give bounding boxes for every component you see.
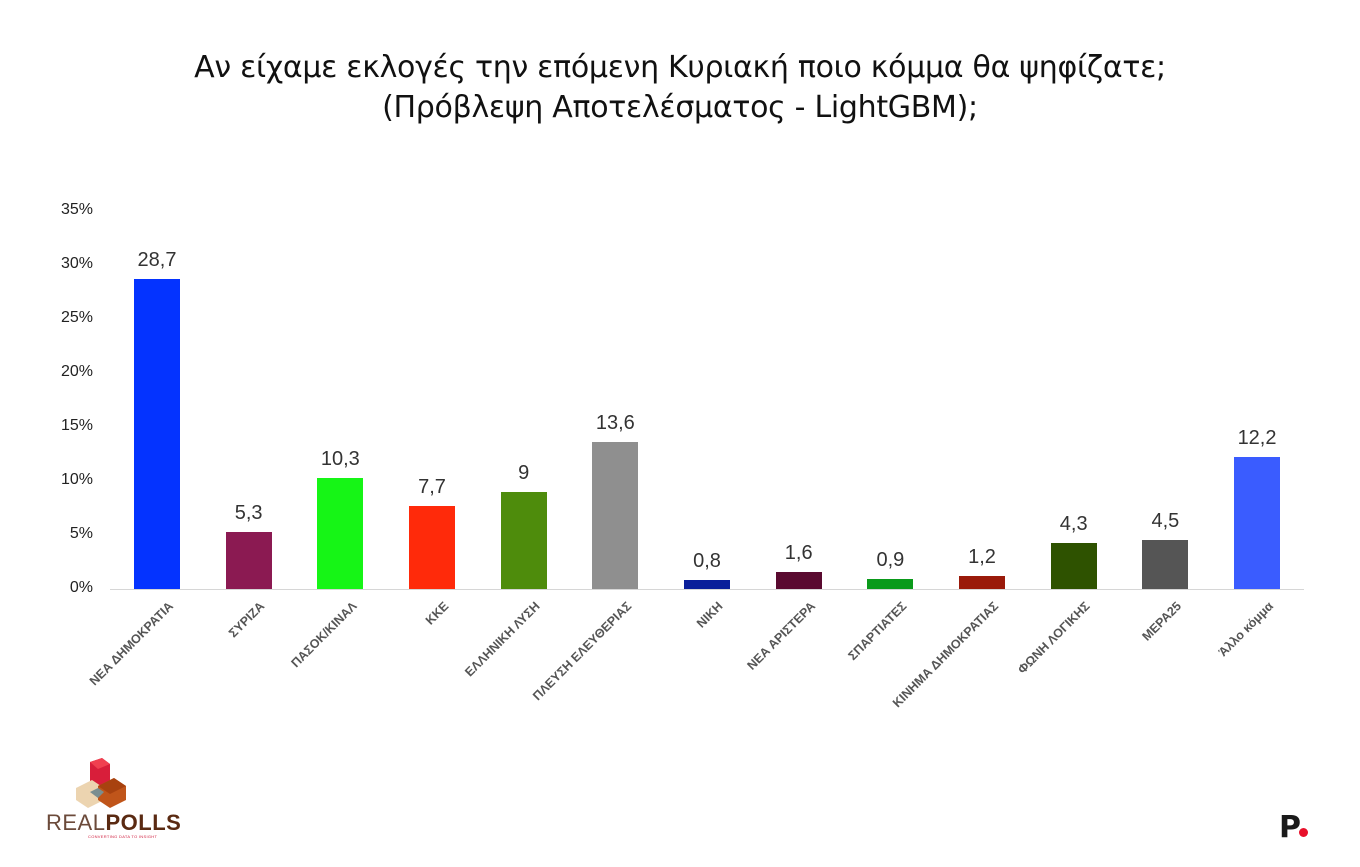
- x-tick-label: ΣΠΑΡΤΙΑΤΕΣ: [845, 599, 910, 664]
- x-tick-label: ΕΛΛΗΝΙΚΗ ΛΥΣΗ: [462, 599, 543, 680]
- bar: [867, 579, 914, 589]
- realpolls-tagline: CONVERTING DATA TO INSIGHT: [88, 834, 158, 839]
- chart-title: Αν είχαμε εκλογές την επόμενη Κυριακή πο…: [0, 48, 1360, 128]
- bar: [1234, 457, 1281, 589]
- x-tick-label: ΦΩΝΗ ΛΟΓΙΚΗΣ: [1015, 599, 1093, 677]
- bar-value-label: 12,2: [1237, 427, 1277, 450]
- y-tick-label: 5%: [69, 525, 93, 542]
- bar-value-label: 13,6: [595, 412, 635, 435]
- bar-value-label: 1,2: [968, 546, 996, 569]
- y-tick-label: 15%: [60, 417, 93, 434]
- bar: [775, 571, 822, 589]
- bar: [592, 442, 639, 589]
- bar: [409, 505, 455, 589]
- bar: [134, 279, 180, 589]
- bar-value-label: 4,3: [1059, 512, 1088, 535]
- bar-value-label: 28,7: [137, 249, 177, 272]
- bar-value-label: 4,5: [1151, 510, 1180, 533]
- x-tick-label: ΝΕΑ ΔΗΜΟΚΡΑΤΙΑ: [86, 599, 176, 689]
- bar-value-label: 10,3: [320, 447, 360, 470]
- x-tick-label: ΚΙΝΗΜΑ ΔΗΜΟΚΡΑΤΙΑΣ: [889, 599, 1001, 711]
- y-tick-label: 35%: [60, 201, 93, 218]
- bar: [1050, 542, 1097, 589]
- x-tick-label: ΠΛΕΥΣΗ ΕΛΕΥΘΕΡΙΑΣ: [530, 599, 635, 704]
- x-tick-label: Άλλο κόμμα: [1215, 599, 1276, 660]
- bar: [317, 477, 364, 589]
- x-tick-label: ΠΑΣΟΚ/ΚΙΝΑΛ: [288, 599, 360, 671]
- bar-value-label: 0,9: [876, 549, 905, 572]
- bar-value-label: 5,3: [234, 501, 263, 524]
- chart-title-line2: (Πρόβλεψη Αποτελέσματος - LightGBM);: [382, 90, 978, 125]
- bar-value-label: 1,6: [784, 541, 813, 564]
- bar: [959, 576, 1006, 589]
- x-tick-label: ΣΥΡΙΖΑ: [226, 599, 268, 641]
- y-tick-label: 30%: [60, 255, 93, 272]
- x-tick-label: ΚΚΕ: [422, 599, 451, 628]
- bar-value-label: 9: [518, 461, 530, 484]
- y-tick-label: 25%: [60, 309, 93, 326]
- x-tick-label: ΝΙΚΗ: [694, 599, 726, 631]
- bar-value-label: 0,8: [693, 550, 721, 573]
- x-tick-label: ΝΕΑ ΑΡΙΣΤΕΡΑ: [744, 599, 818, 673]
- bar: [500, 491, 547, 589]
- y-tick-label: 20%: [60, 363, 93, 380]
- bar: [684, 580, 731, 589]
- x-tick-label: ΜΕΡΑ25: [1139, 599, 1185, 644]
- realpolls-wordmark: REALPOLLS: [46, 810, 182, 835]
- x-axis-line: [110, 589, 1304, 590]
- bar-value-label: 7,7: [418, 475, 446, 498]
- bar: [1142, 540, 1189, 589]
- y-tick-label: 0%: [69, 579, 93, 596]
- realpolls-logo: REALPOLLS CONVERTING DATA TO INSIGHT: [40, 758, 181, 848]
- publisher-logo-dot: [1299, 828, 1308, 837]
- publisher-logo: P: [1279, 810, 1301, 845]
- realpolls-cubes-icon: [76, 758, 126, 808]
- bar: [225, 531, 272, 589]
- y-tick-label: 10%: [60, 471, 93, 488]
- chart-title-line1: Αν είχαμε εκλογές την επόμενη Κυριακή πο…: [194, 50, 1166, 85]
